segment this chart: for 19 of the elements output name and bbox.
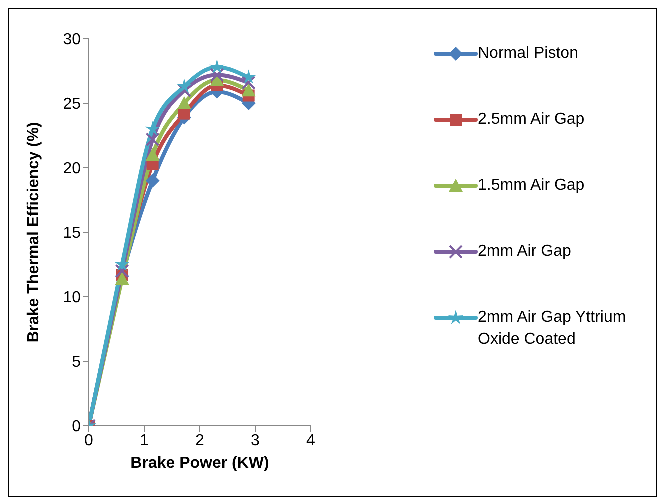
legend-label: 2mm Air Gap Yttrium Oxide Coated (478, 308, 628, 350)
x-tick-label: 4 (306, 432, 316, 450)
x-tick-label: 2 (196, 432, 205, 450)
legend-label: 1.5mm Air Gap (478, 176, 585, 196)
y-tick-label: 15 (63, 225, 82, 242)
legend-label: 2mm Air Gap (478, 242, 572, 262)
x-tick-label: 3 (251, 432, 260, 450)
legend-label: 2.5mm Air Gap (478, 110, 585, 130)
x-tick-label: 0 (84, 432, 94, 450)
x-axis-title: Brake Power (KW) (130, 455, 270, 472)
x-tick-label: 1 (140, 432, 150, 450)
legend-label: Normal Piston (478, 44, 578, 64)
y-tick-label: 10 (63, 290, 82, 307)
y-axis-title: Brake Thermal Efficiency (%) (26, 122, 43, 343)
y-tick-label: 25 (63, 96, 82, 114)
y-tick-label: 20 (63, 160, 82, 178)
y-tick-label: 0 (72, 418, 82, 436)
y-tick-label: 5 (72, 354, 82, 372)
y-tick-label: 30 (63, 32, 82, 49)
